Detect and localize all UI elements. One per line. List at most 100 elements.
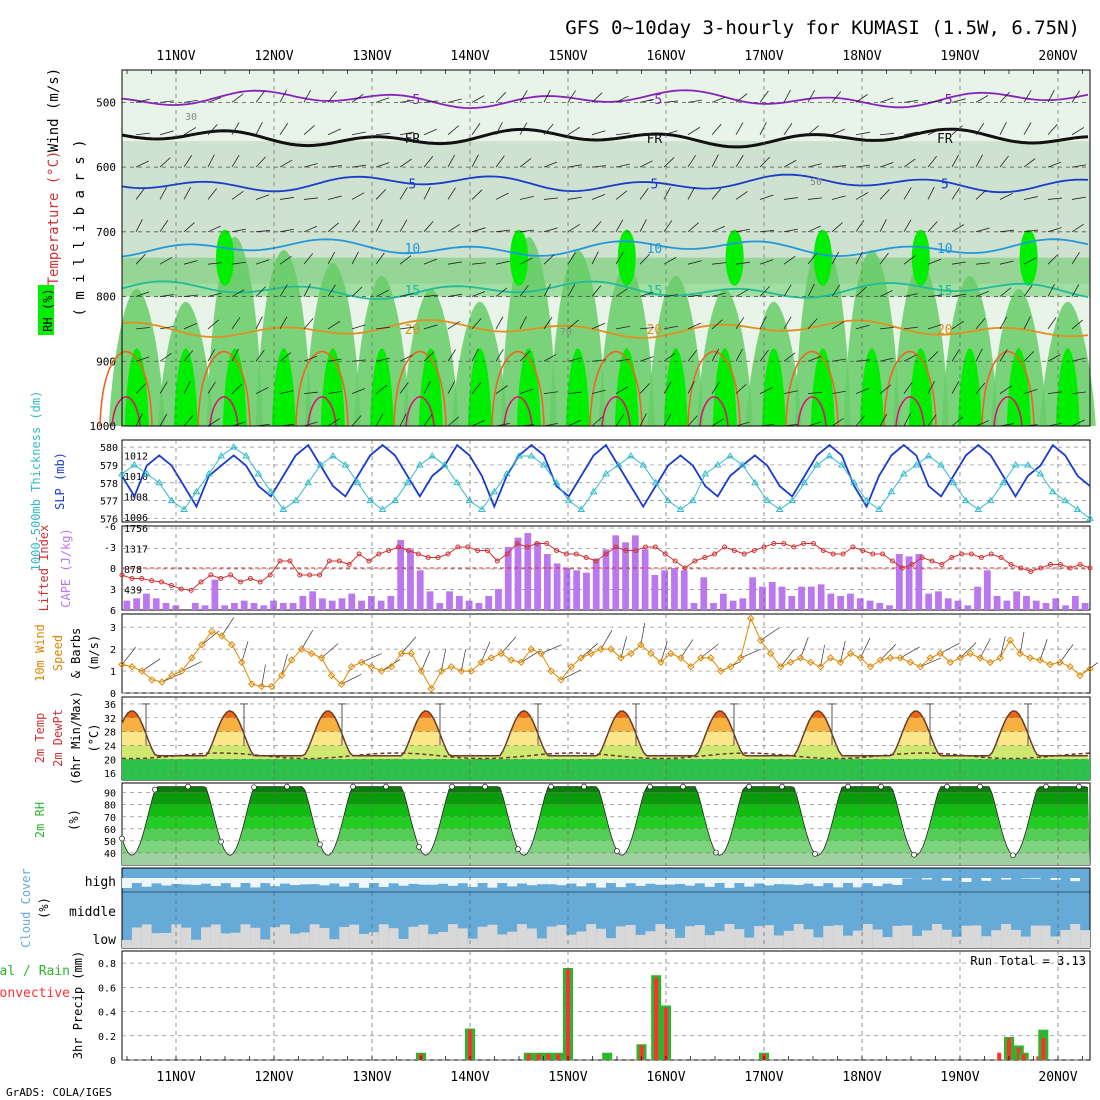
rh2m-point [383, 783, 389, 790]
thickness-point [986, 496, 995, 504]
cloud-low-clear [378, 924, 389, 948]
wind-barb [471, 291, 486, 297]
cloud-low-clear [902, 925, 913, 948]
wind-barb [1023, 257, 1037, 265]
wind-barb [927, 351, 939, 362]
cape-bar [299, 596, 307, 610]
wind-barb [447, 154, 456, 168]
lifted-index-point [198, 579, 204, 585]
thickness-point [403, 478, 412, 486]
cloud-low-clear [694, 925, 705, 948]
rh-contour-label: 30 [185, 112, 197, 123]
cloud-high-clear [773, 878, 784, 885]
wind-barb [999, 385, 1012, 394]
wind-barb [1023, 284, 1033, 297]
wind-barb [495, 260, 510, 265]
wind-barb [1047, 161, 1062, 168]
wind-barb [1047, 197, 1062, 200]
wind-barb [783, 159, 797, 168]
lifted-index-point [692, 558, 698, 564]
wind-barb [159, 256, 173, 265]
cloud-high-clear [941, 878, 952, 881]
wind-barb [855, 359, 870, 362]
wind-barb [375, 413, 384, 427]
temp-tick-label: 28 [104, 728, 116, 739]
wind-barb [639, 383, 650, 394]
wind10-point [228, 641, 236, 649]
rh-bright-core [957, 348, 982, 426]
cape-bar [279, 603, 287, 610]
wind-barb [399, 255, 412, 265]
wind-barb [375, 357, 390, 362]
cloud-high-clear [882, 878, 893, 884]
wind-barb [135, 132, 150, 136]
cloud-high-clear [675, 878, 686, 884]
cape-bar [543, 554, 551, 610]
wind-barb [759, 194, 774, 200]
wind-barb [303, 355, 318, 362]
wind10-point [547, 667, 555, 675]
cloud-high-clear [210, 878, 221, 887]
wind-barb [327, 195, 342, 200]
slp-tick-label: 1006 [124, 513, 148, 524]
wind-barb [903, 293, 918, 297]
wind-barb [807, 421, 822, 427]
wind10-point [357, 658, 366, 666]
wind-barb [183, 350, 194, 362]
lifted-index-point [287, 558, 293, 564]
rh2m-fill-band [122, 852, 1090, 865]
wind-barb [639, 98, 654, 103]
cloud-low-clear [635, 934, 646, 948]
li-tick-label: 6 [110, 606, 116, 617]
wind10-barb [520, 650, 541, 663]
wind-barb [519, 229, 534, 233]
cloud-low-clear [230, 932, 241, 948]
cloud-high-clear [428, 878, 439, 885]
cape-bar [1062, 605, 1069, 610]
lifted-index-point [702, 555, 708, 560]
wind10-point [816, 662, 825, 671]
cloud-low-clear [467, 938, 478, 948]
cape-bar [905, 556, 913, 610]
wind-barb [1071, 196, 1086, 200]
wind-barb [207, 418, 221, 427]
cloud-low-clear [566, 934, 577, 948]
cloud-low-clear [250, 927, 261, 948]
thickness-point [1036, 469, 1045, 477]
cape-bar [358, 600, 365, 610]
wind-barb [687, 155, 696, 168]
wind-barb [1023, 90, 1032, 103]
cloud-high-clear [843, 878, 853, 884]
wind-barb [975, 122, 985, 135]
wind10-barb [660, 641, 668, 663]
lifted-index-point [257, 579, 263, 585]
cloud-low-clear [1080, 930, 1090, 948]
cape-bar [563, 568, 571, 610]
wind10-point [587, 649, 595, 658]
wind-barb [591, 389, 606, 395]
wind-barb [927, 414, 937, 427]
isotherm-30-loop [993, 396, 1023, 427]
isotherm-line [121, 238, 1089, 258]
cloud-high-clear [339, 878, 350, 887]
wind10-barb [241, 641, 249, 663]
wind10-point [597, 645, 605, 653]
precip-legend-convective: Convective [0, 986, 70, 1001]
thickness-point [589, 487, 598, 495]
cloud-low-clear [1030, 925, 1041, 948]
wind-barb [399, 326, 414, 330]
wind-barb [279, 159, 293, 168]
cape-bar [1032, 600, 1040, 610]
wind10-barb [800, 637, 809, 659]
wind-axis-label: Wind (m/s) [46, 68, 62, 152]
chart-title: GFS 0~10day 3-hourly for KUMASI (1.5W, 6… [565, 17, 1080, 39]
wind-barb [1071, 284, 1080, 297]
wind-barb [855, 324, 870, 330]
wind10-point [198, 641, 206, 649]
rh-bright-cell [911, 229, 930, 286]
lifted-index-point [247, 576, 253, 581]
wind-barb [879, 252, 889, 265]
cloud-high-clear [645, 878, 656, 884]
wind-barb [159, 220, 169, 233]
cloud-low-clear [724, 924, 735, 948]
